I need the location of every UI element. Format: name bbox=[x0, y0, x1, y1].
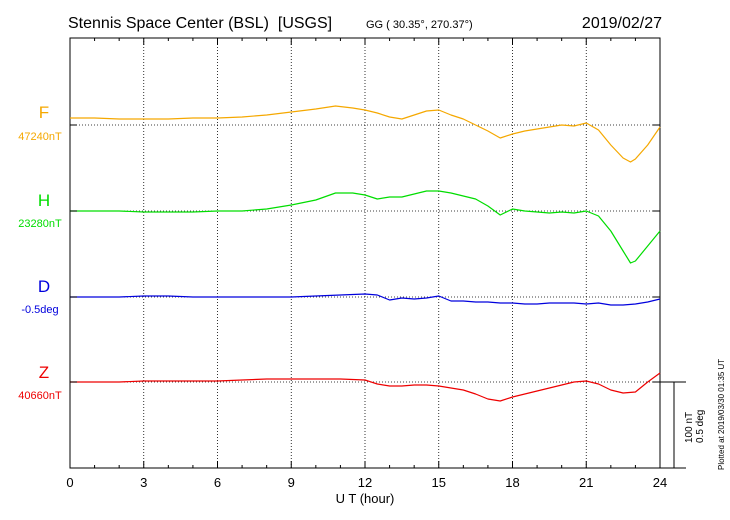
x-tick-label: 15 bbox=[432, 475, 446, 490]
scale-bar-nt: 100 nT bbox=[684, 412, 695, 443]
axis-ticks: 0 3 6 9 12 15 18 21 24 bbox=[66, 38, 667, 490]
plot-frame bbox=[69, 37, 661, 469]
x-tick-label: 21 bbox=[579, 475, 593, 490]
series-baseline-f: 47240nT bbox=[18, 131, 62, 143]
series-name-z: Z bbox=[39, 363, 49, 382]
x-tick-label: 24 bbox=[653, 475, 667, 490]
station-title: Stennis Space Center (BSL) [USGS] bbox=[68, 15, 332, 32]
x-tick-label: 3 bbox=[140, 475, 147, 490]
x-tick-label: 0 bbox=[66, 475, 73, 490]
scale-bar: 100 nT 0.5 deg bbox=[660, 381, 706, 469]
series-line-z bbox=[70, 372, 661, 402]
scale-bar-deg: 0.5 deg bbox=[695, 410, 706, 443]
baselines bbox=[70, 124, 660, 383]
plotted-at-note: Plotted at 2019/03/30 01:35 UT bbox=[717, 359, 726, 470]
series-line-f bbox=[70, 105, 661, 163]
series-line-h bbox=[70, 190, 661, 264]
series-name-f: F bbox=[39, 103, 49, 122]
series-line-d bbox=[70, 293, 661, 306]
series-baseline-d: -0.5deg bbox=[21, 304, 58, 316]
x-tick-label: 6 bbox=[214, 475, 221, 490]
x-tick-label: 18 bbox=[505, 475, 519, 490]
x-tick-label: 12 bbox=[358, 475, 372, 490]
series-lines bbox=[70, 105, 661, 402]
series-name-h: H bbox=[38, 191, 50, 210]
grid-lines bbox=[143, 38, 587, 468]
series-baseline-z: 40660nT bbox=[18, 390, 62, 402]
x-axis-label: U T (hour) bbox=[336, 491, 395, 506]
series-name-d: D bbox=[38, 277, 50, 296]
series-baseline-h: 23280nT bbox=[18, 218, 62, 230]
series-labels: F 47240nT H 23280nT D -0.5deg Z 40660nT bbox=[18, 103, 62, 402]
coordinates-label: GG ( 30.35°, 270.37°) bbox=[366, 19, 473, 31]
x-tick-label: 9 bbox=[288, 475, 295, 490]
date-label: 2019/02/27 bbox=[582, 15, 662, 32]
